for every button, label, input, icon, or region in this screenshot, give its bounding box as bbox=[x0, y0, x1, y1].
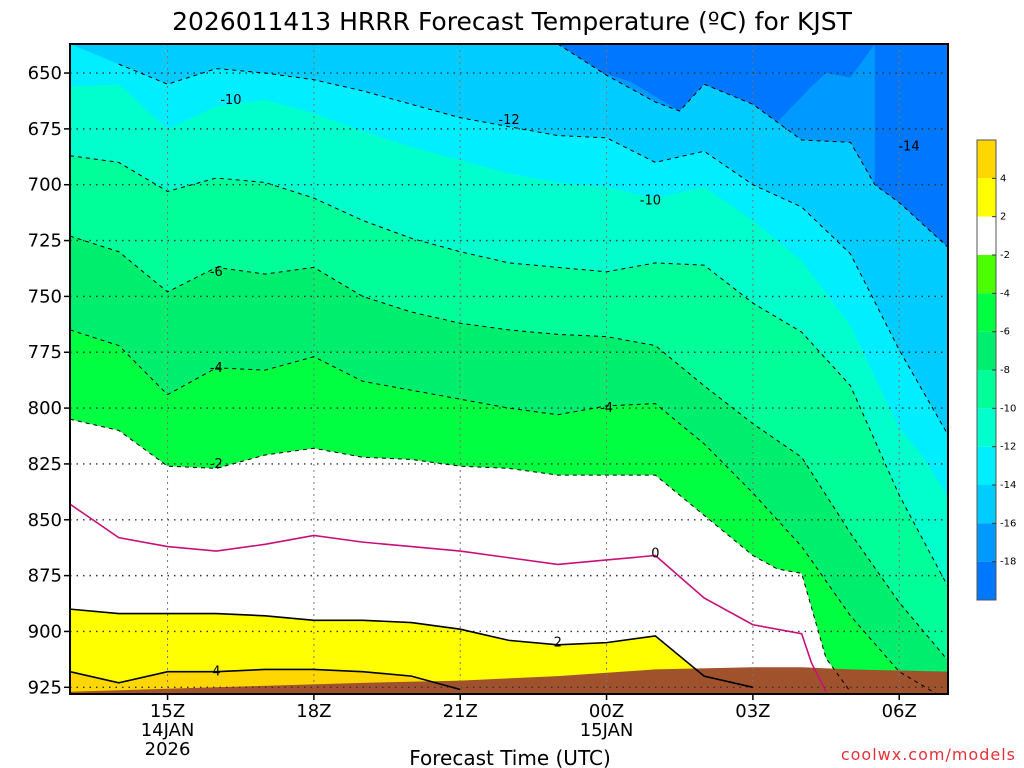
y-tick-label: 800 bbox=[28, 398, 62, 419]
y-tick-label: 650 bbox=[28, 63, 62, 84]
colorbar-label: -14 bbox=[1000, 480, 1016, 491]
x-tick-label: 00Z bbox=[589, 701, 624, 722]
colorbar-label: -2 bbox=[1000, 250, 1010, 261]
isotherm-line bbox=[70, 235, 948, 661]
contour-label: 2 bbox=[554, 636, 562, 651]
plot-area: -10 -12 -14 -10 -6 -4 -4 -2 0 2 4 bbox=[70, 44, 948, 694]
x-tick-label: 03Z bbox=[735, 701, 770, 722]
y-tick-label: 850 bbox=[28, 510, 62, 531]
colorbar-swatch bbox=[977, 178, 996, 217]
y-tick-label: 700 bbox=[28, 175, 62, 196]
chart-title: 2026011413 HRRR Forecast Temperature (ºC… bbox=[172, 7, 853, 36]
isotherm-solid-line bbox=[70, 668, 461, 691]
isotherm-solid-line bbox=[70, 608, 754, 689]
colorbar-label: 2 bbox=[1000, 212, 1006, 223]
contour-label: -6 bbox=[210, 265, 223, 280]
x-axis-label: Forecast Time (UTC) bbox=[409, 746, 611, 768]
x-tick-year: 2026 bbox=[145, 739, 191, 760]
colorbar-label: -12 bbox=[1000, 442, 1016, 453]
colorbar-swatch bbox=[977, 331, 996, 370]
isotherm-line bbox=[118, 63, 948, 436]
x-tick-label: 06Z bbox=[882, 701, 917, 722]
contour-label: -4 bbox=[600, 401, 613, 416]
x-tick-label: 21Z bbox=[443, 701, 478, 722]
contour-label: -4 bbox=[210, 361, 223, 376]
colorbar-swatch bbox=[977, 485, 996, 524]
isotherm-line bbox=[70, 329, 938, 694]
x-tick-label: 18Z bbox=[296, 701, 331, 722]
colorbar-swatch bbox=[977, 446, 996, 485]
ground-surface bbox=[70, 667, 948, 694]
x-tick-date: 15JAN bbox=[580, 720, 634, 741]
y-tick-label: 675 bbox=[28, 119, 62, 140]
colorbar-swatch bbox=[977, 523, 996, 562]
isotherm-solid-line bbox=[70, 503, 827, 693]
y-tick-label: 825 bbox=[28, 454, 62, 475]
x-tick-date: 14JAN bbox=[141, 720, 195, 741]
isotherm-line bbox=[70, 155, 948, 588]
plot-frame bbox=[69, 43, 949, 695]
colorbar-swatch bbox=[977, 370, 996, 409]
colorbar: 4 2 -2 -4 -6 -8 -10 -12 -14 -16 -18 bbox=[976, 139, 1016, 601]
credit-text: coolwx.com/models bbox=[841, 745, 1016, 764]
contour-label: 0 bbox=[651, 546, 659, 561]
y-tick-label: 775 bbox=[28, 342, 62, 363]
colorbar-swatch bbox=[977, 140, 996, 179]
y-tick-label: 900 bbox=[28, 621, 62, 642]
y-tick-label: 875 bbox=[28, 566, 62, 587]
colorbar-swatch bbox=[977, 255, 996, 294]
colorbar-label: -4 bbox=[1000, 288, 1010, 299]
colorbar-swatch bbox=[977, 293, 996, 332]
contour-label: 4 bbox=[212, 665, 220, 680]
contour-label: -2 bbox=[210, 457, 223, 472]
contour-label: -12 bbox=[498, 113, 519, 128]
x-tick-label: 15Z bbox=[150, 701, 185, 722]
colorbar-swatch bbox=[977, 216, 996, 255]
colorbar-swatch bbox=[977, 408, 996, 447]
colorbar-label: -8 bbox=[1000, 365, 1010, 376]
y-tick-label: 925 bbox=[28, 677, 62, 698]
colorbar-label: -6 bbox=[1000, 327, 1010, 338]
colorbar-label: -10 bbox=[1000, 403, 1016, 414]
y-tick-label: 725 bbox=[28, 231, 62, 252]
colorbar-label: -16 bbox=[1000, 518, 1016, 529]
colorbar-swatch bbox=[977, 561, 996, 600]
y-tick-label: 750 bbox=[28, 286, 62, 307]
contour-label: -10 bbox=[220, 93, 241, 108]
contour-label: -10 bbox=[640, 193, 661, 208]
colorbar-label: -18 bbox=[1000, 557, 1016, 568]
colorbar-label: 4 bbox=[1000, 173, 1006, 184]
contour-label: -14 bbox=[898, 140, 919, 155]
axes: 65067570072575077580082585087590092515Z1… bbox=[28, 43, 949, 760]
